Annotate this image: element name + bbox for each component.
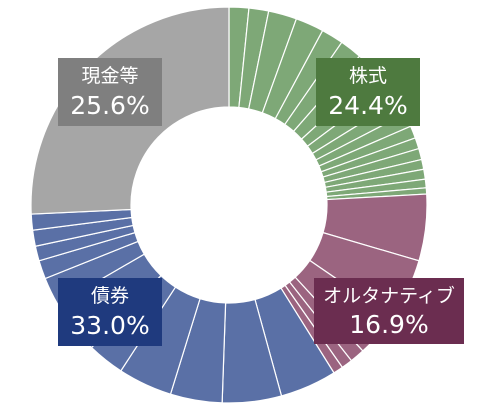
label-cash-name: 現金等	[81, 65, 138, 87]
label-bond: 債券 33.0%	[58, 278, 162, 346]
label-alternative: オルタナティブ 16.9%	[314, 278, 464, 344]
label-cash-box	[58, 58, 162, 126]
label-alternative-name: オルタナティブ	[323, 284, 455, 307]
label-bond-name: 債券	[91, 285, 129, 307]
label-equity-value: 24.4%	[328, 91, 407, 120]
label-alternative-box	[314, 278, 464, 344]
label-alternative-value: 16.9%	[349, 310, 428, 339]
label-bond-box	[58, 278, 162, 346]
label-equity-box	[316, 58, 420, 126]
label-equity-name: 株式	[349, 65, 387, 87]
label-bond-value: 33.0%	[70, 311, 149, 340]
label-cash: 現金等 25.6%	[58, 58, 162, 126]
label-cash-value: 25.6%	[70, 91, 149, 120]
label-equity: 株式 24.4%	[316, 58, 420, 126]
